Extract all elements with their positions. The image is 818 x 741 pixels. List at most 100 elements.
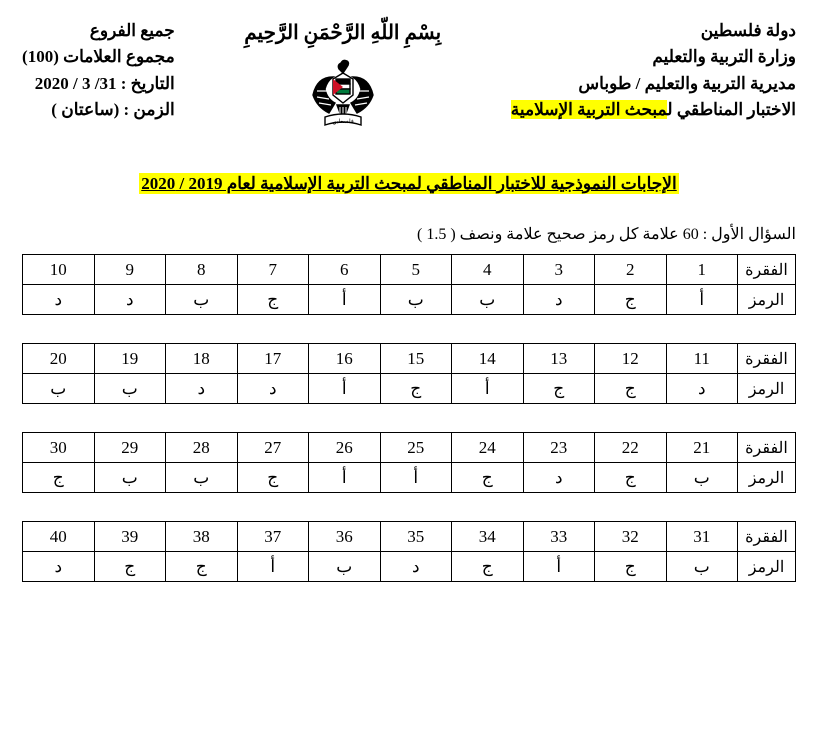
state-name: دولة فلسطين xyxy=(511,18,796,44)
row-label-item: الفقرة xyxy=(738,433,796,463)
document-header: دولة فلسطين وزارة التربية والتعليم مديري… xyxy=(22,18,796,146)
row-label-symbol: الرمز xyxy=(738,552,796,582)
item-number: 19 xyxy=(94,344,166,374)
answer-symbol: ب xyxy=(23,374,95,404)
answer-symbol: ب xyxy=(380,285,452,315)
item-number: 37 xyxy=(237,522,309,552)
answer-symbol: ب xyxy=(94,463,166,493)
answer-symbol: ب xyxy=(666,552,738,582)
table-row: ببددأجأججدالرمز xyxy=(23,374,796,404)
branches-label: جميع الفروع xyxy=(22,18,175,44)
answer-symbol: ج xyxy=(166,552,238,582)
answer-symbol: أ xyxy=(309,285,381,315)
answer-symbol: ج xyxy=(23,463,95,493)
answer-symbol: ب xyxy=(452,285,524,315)
row-label-symbol: الرمز xyxy=(738,374,796,404)
directorate-name: مديرية التربية والتعليم / طوباس xyxy=(511,71,796,97)
answer-table-2: 20191817161514131211الفقرةببددأجأججدالرم… xyxy=(22,343,796,404)
total-marks: مجموع العلامات (100) xyxy=(22,44,175,70)
answer-symbol: أ xyxy=(309,374,381,404)
row-label-item: الفقرة xyxy=(738,344,796,374)
item-number: 9 xyxy=(94,255,166,285)
item-number: 36 xyxy=(309,522,381,552)
answer-symbol: ب xyxy=(166,463,238,493)
answer-symbol: أ xyxy=(523,552,595,582)
answer-symbol: ج xyxy=(595,374,667,404)
title-highlight: الإجابات النموذجية للاختبار المناطقي لمب… xyxy=(139,173,678,194)
document-title: الإجابات النموذجية للاختبار المناطقي لمب… xyxy=(22,174,796,194)
table-row: 20191817161514131211الفقرة xyxy=(23,344,796,374)
table-row: جببجأأجدجبالرمز xyxy=(23,463,796,493)
item-number: 35 xyxy=(380,522,452,552)
answer-symbol: ج xyxy=(237,285,309,315)
item-number: 4 xyxy=(452,255,524,285)
answer-symbol: ب xyxy=(166,285,238,315)
row-label-item: الفقرة xyxy=(738,522,796,552)
answer-symbol: ج xyxy=(380,374,452,404)
answer-symbol: د xyxy=(23,552,95,582)
answer-symbol: د xyxy=(237,374,309,404)
header-right-block: دولة فلسطين وزارة التربية والتعليم مديري… xyxy=(511,18,796,123)
header-left-block: جميع الفروع مجموع العلامات (100) التاريخ… xyxy=(22,18,175,123)
answer-symbol: أ xyxy=(237,552,309,582)
answer-symbol: أ xyxy=(309,463,381,493)
question-one-intro: السؤال الأول : 60 علامة كل رمز صحيح علام… xyxy=(22,224,796,244)
item-number: 33 xyxy=(523,522,595,552)
answer-symbol: ب xyxy=(94,374,166,404)
item-number: 29 xyxy=(94,433,166,463)
answer-symbol: د xyxy=(523,285,595,315)
item-number: 3 xyxy=(523,255,595,285)
item-number: 25 xyxy=(380,433,452,463)
item-number: 24 xyxy=(452,433,524,463)
item-number: 17 xyxy=(237,344,309,374)
item-number: 27 xyxy=(237,433,309,463)
item-number: 7 xyxy=(237,255,309,285)
item-number: 18 xyxy=(166,344,238,374)
row-label-symbol: الرمز xyxy=(738,285,796,315)
item-number: 14 xyxy=(452,344,524,374)
row-label-symbol: الرمز xyxy=(738,463,796,493)
item-number: 22 xyxy=(595,433,667,463)
item-number: 1 xyxy=(666,255,738,285)
answer-symbol: د xyxy=(23,285,95,315)
item-number: 23 xyxy=(523,433,595,463)
table-row: ددبجأببدجأالرمز xyxy=(23,285,796,315)
answer-symbol: أ xyxy=(666,285,738,315)
table-row: 40393837363534333231الفقرة xyxy=(23,522,796,552)
answer-symbol: ج xyxy=(595,463,667,493)
answer-symbol: د xyxy=(166,374,238,404)
item-number: 31 xyxy=(666,522,738,552)
answer-symbol: د xyxy=(666,374,738,404)
answer-symbol: ج xyxy=(595,285,667,315)
answer-tables: 10987654321الفقرةددبجأببدجأالرمز20191817… xyxy=(22,254,796,582)
answer-symbol: ج xyxy=(452,463,524,493)
item-number: 26 xyxy=(309,433,381,463)
item-number: 16 xyxy=(309,344,381,374)
row-label-item: الفقرة xyxy=(738,255,796,285)
bismillah-text: بِسْمِ اللّهِ الرَّحْمَنِ الرَّحِيمِ xyxy=(244,20,441,45)
item-number: 10 xyxy=(23,255,95,285)
exam-date: التاريخ : 31/ 3 / 2020 xyxy=(22,71,175,97)
answer-symbol: أ xyxy=(452,374,524,404)
item-number: 39 xyxy=(94,522,166,552)
answer-table-3: 30292827262524232221الفقرةجببجأأجدجبالرم… xyxy=(22,432,796,493)
answer-symbol: د xyxy=(94,285,166,315)
answer-symbol: د xyxy=(523,463,595,493)
item-number: 21 xyxy=(666,433,738,463)
header-center-block: بِسْمِ اللّهِ الرَّحْمَنِ الرَّحِيمِ xyxy=(244,18,441,146)
item-number: 13 xyxy=(523,344,595,374)
ministry-name: وزارة التربية والتعليم xyxy=(511,44,796,70)
answer-symbol: ج xyxy=(595,552,667,582)
table-row: 30292827262524232221الفقرة xyxy=(23,433,796,463)
exam-subject-highlight: مبحث التربية الإسلامية xyxy=(511,100,668,119)
item-number: 40 xyxy=(23,522,95,552)
answer-symbol: ج xyxy=(452,552,524,582)
item-number: 30 xyxy=(23,433,95,463)
item-number: 8 xyxy=(166,255,238,285)
table-row: 10987654321الفقرة xyxy=(23,255,796,285)
answer-symbol: ب xyxy=(309,552,381,582)
item-number: 20 xyxy=(23,344,95,374)
item-number: 32 xyxy=(595,522,667,552)
answer-table-4: 40393837363534333231الفقرةدججأبدجأجبالرم… xyxy=(22,521,796,582)
answer-symbol: د xyxy=(380,552,452,582)
